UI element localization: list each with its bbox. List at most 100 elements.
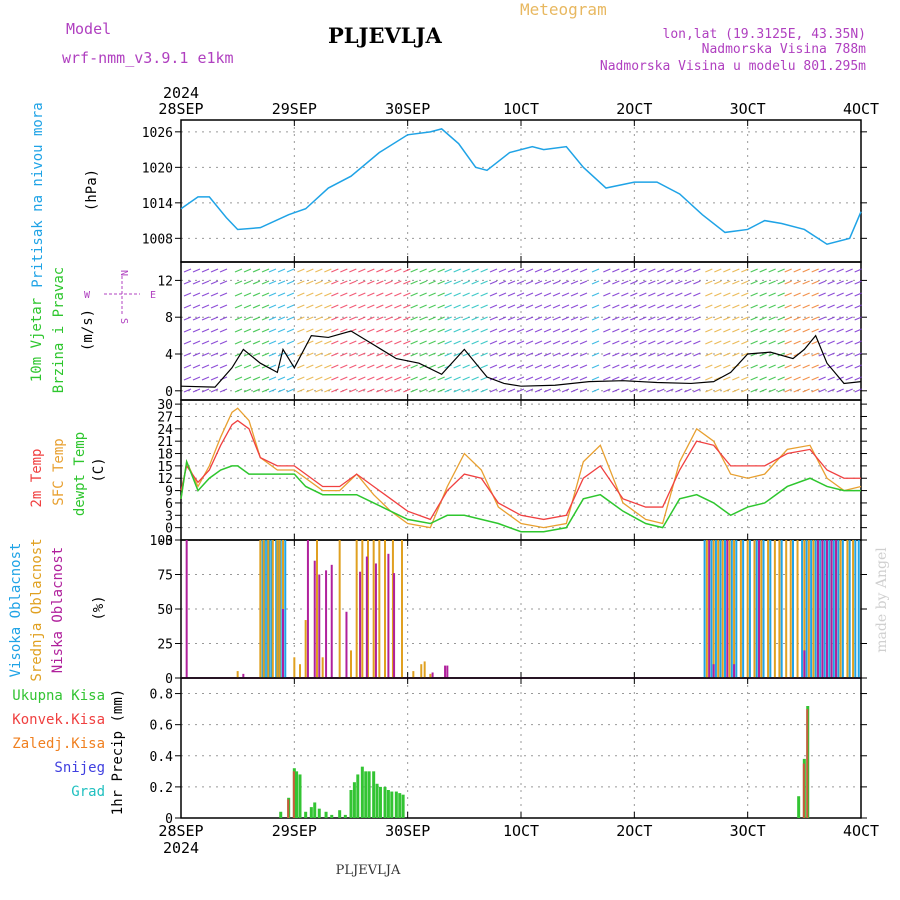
elevation-text: Nadmorska Visina 788m: [702, 42, 867, 57]
wind-barb: [462, 388, 470, 393]
wind-barb: [340, 340, 348, 345]
wind-barb: [675, 292, 683, 297]
dewpoint-line: [180, 458, 861, 533]
wind-barb: [480, 388, 488, 393]
wind-barb: [741, 340, 749, 345]
wind-barb: [621, 316, 629, 321]
wind-barb: [759, 364, 767, 369]
time-tick-label: 2OCT: [616, 822, 652, 840]
wind-barb: [358, 388, 366, 393]
wind-barb: [784, 304, 792, 309]
wind-barb: [394, 280, 402, 285]
wind-barb: [261, 316, 270, 321]
precip-bar: [304, 811, 308, 818]
wind-barb: [331, 376, 339, 381]
wind-barb: [210, 292, 219, 297]
wind-barb: [612, 280, 620, 285]
wind-barb: [657, 268, 665, 273]
wind-barb: [428, 388, 436, 393]
wind-barb: [201, 304, 210, 309]
wind-barb: [836, 340, 844, 345]
wind-barb: [793, 280, 801, 285]
cloud-bar: [758, 540, 760, 678]
wind-barb: [444, 340, 452, 345]
wind-barb: [367, 388, 375, 393]
wind-barb: [630, 340, 638, 345]
wind-barb: [376, 316, 384, 321]
wind-barb: [385, 328, 393, 333]
time-axis: 28SEP 28SEP 29SEP 29SEP 30SEP 30SEP 1OCT 1OCT 2O…: [158, 84, 879, 857]
wind-barb: [516, 376, 525, 381]
wind-barb: [462, 376, 470, 381]
cloud-bar: [816, 540, 819, 678]
wind-barb: [507, 376, 516, 381]
time-tick-label: 1OCT: [503, 822, 539, 840]
wind-barb: [675, 376, 683, 381]
precip-bar: [390, 791, 394, 818]
wind-barb: [836, 304, 844, 309]
wind-barb: [471, 376, 479, 381]
cloud-bar: [733, 540, 736, 678]
wind-barb: [210, 280, 219, 285]
wind-barb: [818, 340, 826, 345]
wind-barb: [428, 280, 436, 285]
y-tick-label: 0: [165, 522, 173, 537]
wind-barb: [579, 268, 588, 273]
wind-barb: [793, 376, 801, 381]
wind-barb: [639, 292, 647, 297]
wind-barb: [277, 340, 286, 345]
precip-bar: [802, 763, 805, 818]
wind-barb: [543, 304, 552, 309]
cloud-bar: [268, 540, 271, 678]
wind-barb: [331, 292, 339, 297]
wind-barb: [252, 352, 261, 357]
low-cloud-label: Niska Oblacnost: [50, 547, 66, 673]
wind-barb: [403, 280, 411, 285]
wind-barb: [471, 388, 479, 393]
wind-barb: [340, 328, 348, 333]
y-tick-label: 15: [157, 460, 173, 475]
cloud-bar: [810, 540, 813, 678]
wind-barb: [612, 376, 620, 381]
wind-barb: [705, 388, 713, 393]
wind-barb: [297, 280, 305, 285]
wind-barb: [854, 376, 862, 381]
wind-barb: [268, 280, 277, 285]
wind-barb: [471, 280, 479, 285]
wind-barb: [192, 388, 201, 393]
meteogram-title: Meteogram: [520, 0, 607, 19]
wind-barb: [684, 340, 692, 345]
wind-barb: [471, 340, 479, 345]
wind-barb: [657, 280, 665, 285]
wind-barb: [591, 268, 600, 273]
wind-barb: [666, 304, 674, 309]
wind-barb: [534, 364, 543, 369]
wind-barb: [437, 364, 445, 369]
wind-barb: [331, 328, 339, 333]
wind-barb: [666, 376, 674, 381]
wind-barb: [836, 352, 844, 357]
wind-barb: [286, 328, 295, 333]
wind-barb: [349, 388, 357, 393]
wind-barb: [324, 304, 332, 309]
wind-barb: [639, 352, 647, 357]
wind-barb: [648, 340, 656, 345]
cloud-bar: [719, 540, 722, 678]
wind-barb: [705, 280, 713, 285]
wind-barb: [648, 304, 656, 309]
wind-barb: [367, 292, 375, 297]
wind-barb: [705, 268, 713, 273]
wind-barb: [444, 304, 452, 309]
wind-barb: [732, 376, 740, 381]
wind-barb: [759, 352, 767, 357]
wind-barb: [315, 340, 323, 345]
wind-barb: [561, 340, 570, 345]
wind-panel: 0 4 8 12: [157, 261, 867, 401]
cloud-bar: [807, 540, 810, 678]
wind-barb: [324, 268, 332, 273]
wind-barb: [705, 328, 713, 333]
wind-barb: [552, 328, 561, 333]
wind-barb: [444, 316, 452, 321]
wind-barb: [261, 268, 270, 273]
cloud-bar: [278, 540, 281, 678]
